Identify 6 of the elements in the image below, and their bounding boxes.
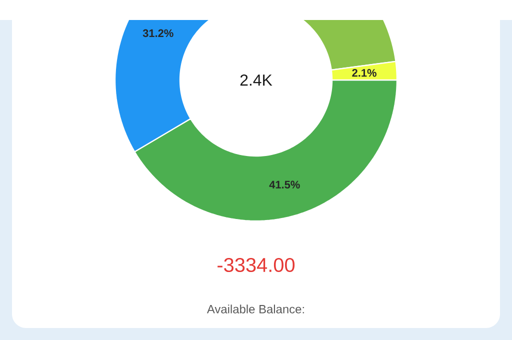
text: 2.4K [240, 74, 272, 86]
data-label: 2.1% [352, 68, 376, 77]
data-label: 31.2% [142, 29, 174, 38]
data-label: 41.5% [269, 180, 300, 189]
text: -3334.00 [218, 258, 295, 272]
text: Available Balance: [206, 304, 304, 314]
